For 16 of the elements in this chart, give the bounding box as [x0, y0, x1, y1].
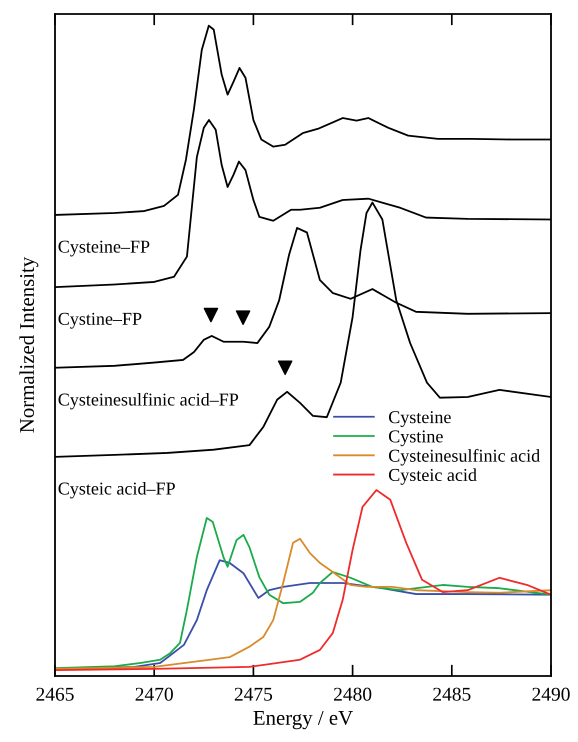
x-tick-label: 2480	[334, 688, 372, 701]
legend-label: Cysteine	[388, 411, 451, 427]
x-axis-title: Energy / eV	[253, 710, 353, 730]
x-tick-label: 2490	[532, 688, 570, 701]
legend-label: Cystine	[388, 430, 443, 446]
series-label: Cysteic acid–FP	[58, 482, 175, 498]
x-tick-label: 2465	[36, 688, 74, 701]
series-label: Cysteinesulfinic acid–FP	[58, 392, 238, 410]
series-label: Cysteine–FP	[58, 240, 150, 256]
legend-label: Cysteic acid	[388, 468, 477, 485]
x-tick-label: 2470	[136, 688, 173, 701]
legend-label: Cysteinesulfinic acid	[388, 448, 540, 466]
x-tick-label: 2485	[433, 688, 470, 701]
series-label: Cystine–FP	[58, 312, 142, 329]
y-axis-title: Normalized Intensity	[19, 256, 38, 433]
x-tick-label: 2475	[234, 688, 272, 701]
